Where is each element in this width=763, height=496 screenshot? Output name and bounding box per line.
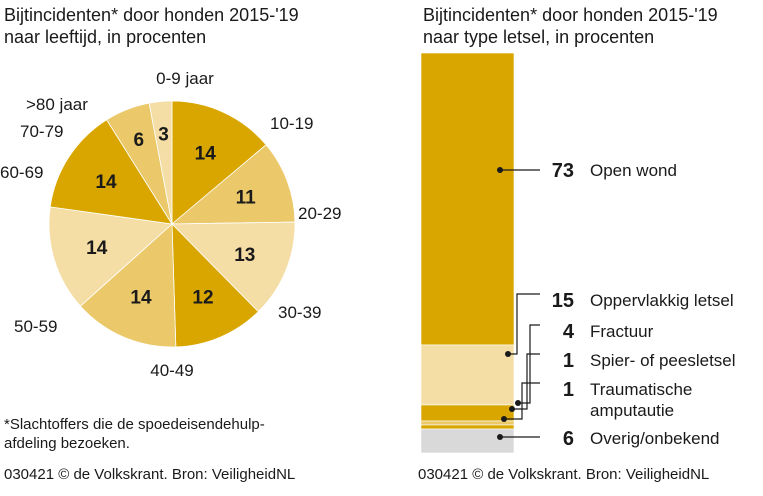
pie-value-label-2: 11	[236, 187, 257, 208]
pie-category-label-7: 60-69	[0, 163, 43, 182]
bar-leader-line-4	[512, 353, 540, 410]
bar-title-line2: naar type letsel, in procenten	[423, 27, 655, 47]
bar-category-label-5: Traumatische	[590, 380, 692, 399]
bar-segment-5	[420, 424, 515, 430]
bar-segment-6	[420, 428, 515, 454]
bar-leader-dot-5	[501, 416, 507, 422]
pie-value-label-6: 14	[86, 238, 108, 259]
bar-chart-title: Bijtincidenten* door honden 2015-'19 naa…	[423, 4, 763, 48]
pie-value-label-5: 14	[130, 287, 152, 308]
pie-value-label-3: 13	[234, 245, 255, 266]
bar-leader-dot-6	[497, 434, 503, 440]
bar-leader-dot-2	[505, 351, 511, 357]
pie-slice-2	[170, 144, 296, 225]
pie-category-label-3: 20-29	[298, 204, 341, 223]
pie-slice-9	[148, 100, 173, 225]
pie-slice-3	[171, 221, 296, 313]
pie-value-label-7: 14	[95, 172, 117, 193]
bar-segment-3	[420, 404, 515, 422]
pie-title-line1: Bijtincidenten* door honden 2015-'19	[4, 5, 299, 25]
bar-category-label-5-line2: amputautie	[590, 401, 674, 420]
pie-chart-title: Bijtincidenten* door honden 2015-'19 naa…	[4, 4, 384, 48]
pie-category-label-1: 0-9 jaar	[156, 69, 214, 88]
bar-category-label-4: Spier- of peesletsel	[590, 351, 736, 370]
credit-left: 030421 © de Volkskrant. Bron: Veiligheid…	[4, 466, 296, 483]
bar-leader-dot-1	[497, 167, 503, 173]
credit-right: 030421 © de Volkskrant. Bron: Veiligheid…	[418, 466, 710, 483]
pie-title-line2: naar leeftijd, in procenten	[4, 27, 207, 47]
bar-segment-2	[420, 344, 515, 406]
footnote: *Slachtoffers die de spoedeisendehulp- a…	[4, 415, 334, 453]
bar-value-label-2: 15	[552, 290, 574, 312]
pie-slice-5	[79, 223, 177, 348]
pie-category-label-5: 40-49	[150, 361, 193, 380]
pie-category-label-6: 50-59	[14, 317, 57, 336]
pie-category-label-2: 10-19	[270, 114, 313, 133]
pie-value-label-9: 3	[158, 124, 169, 145]
bar-category-label-1: Open wond	[590, 161, 677, 180]
bar-leader-line-2	[508, 293, 540, 355]
bar-segment-1	[420, 52, 515, 346]
pie-category-label-8: 70-79	[20, 122, 63, 141]
pie-value-label-1: 14	[195, 144, 217, 165]
bar-value-label-5: 1	[563, 379, 574, 401]
footnote-line1: *Slachtoffers die de spoedeisendehulp-	[4, 416, 265, 433]
pie-slice-6	[48, 206, 173, 307]
pie-slice-7	[49, 119, 173, 225]
bar-value-label-3: 4	[563, 321, 575, 343]
bar-segment-4	[420, 420, 515, 426]
bar-leader-line-3	[518, 324, 540, 404]
pie-value-label-4: 12	[192, 287, 213, 308]
pie-category-label-4: 30-39	[278, 303, 321, 322]
bar-category-label-6: Overig/onbekend	[590, 429, 719, 448]
pie-category-label-9: >80 jaar	[26, 95, 88, 114]
pie-slice-4	[171, 222, 259, 348]
bar-value-label-1: 73	[552, 160, 574, 182]
bar-category-label-2: Oppervlakkig letsel	[590, 291, 734, 310]
bar-leader-dot-3	[515, 400, 521, 406]
stacked-bar-chart: 73 Open wond 15 Oppervlakkig letsel 4 Fractuu…	[420, 52, 736, 454]
pie-value-label-8: 6	[134, 130, 145, 151]
bar-value-label-6: 6	[563, 428, 574, 450]
bar-value-label-4: 1	[563, 350, 574, 372]
pie-chart: 14 0-9 jaar 11 10-19 13 20-29 12 30-39 14 40-49 14…	[0, 69, 341, 380]
footnote-line2: afdeling bezoeken.	[4, 435, 130, 452]
bar-category-label-3: Fractuur	[590, 322, 654, 341]
pie-slice-1	[171, 100, 267, 225]
bar-title-line1: Bijtincidenten* door honden 2015-'19	[423, 5, 718, 25]
bar-leader-line-5	[504, 382, 540, 420]
bar-leader-dot-4	[509, 406, 515, 412]
